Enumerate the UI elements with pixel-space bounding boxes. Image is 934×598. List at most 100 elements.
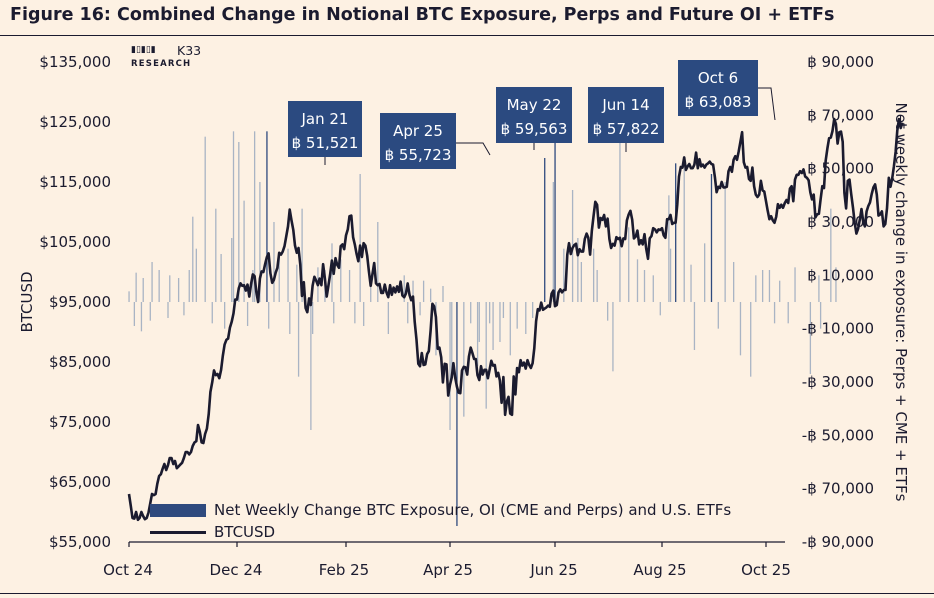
- exposure-bar: [830, 208, 832, 302]
- annotation-box: [588, 87, 664, 143]
- exposure-bar: [195, 248, 197, 302]
- exposure-bar: [710, 174, 713, 302]
- exposure-bar: [704, 243, 706, 302]
- exposure-bar: [739, 302, 742, 356]
- exposure-bar: [268, 302, 270, 329]
- y-right-tick-label: ฿ 90,000: [807, 53, 874, 71]
- y-left-axis-label: BTCUSD: [18, 271, 36, 332]
- exposure-bar: [449, 302, 451, 430]
- legend-label-line: BTCUSD: [214, 523, 276, 541]
- exposure-bar: [188, 270, 190, 302]
- exposure-bar: [278, 254, 280, 302]
- exposure-bar: [488, 302, 491, 324]
- y-right-tick-label: ฿ 50,000: [807, 160, 874, 178]
- chart-title: Figure 16: Combined Change in Notional B…: [10, 5, 835, 25]
- exposure-bar: [370, 275, 372, 302]
- exposure-bar: [580, 262, 583, 302]
- exposure-bar: [835, 267, 837, 302]
- exposure-bar: [142, 278, 144, 302]
- exposure-bar: [419, 302, 421, 316]
- exposure-bar: [220, 254, 222, 302]
- exposure-bar: [470, 302, 472, 324]
- exposure-bar: [422, 280, 425, 302]
- exposure-bar: [516, 302, 518, 329]
- exposure-bar: [169, 275, 171, 302]
- y-right-tick-label: -฿ 30,000: [802, 373, 874, 391]
- btcusd-line: [127, 117, 904, 522]
- exposure-bar: [128, 291, 130, 302]
- y-right-tick-label: -฿ 10,000: [802, 320, 874, 338]
- exposure-bar: [552, 182, 554, 302]
- legend-item-line: BTCUSD: [150, 521, 731, 543]
- annotation-box: [496, 87, 572, 143]
- annotation-date: Jun 14: [601, 96, 649, 114]
- exposure-bar: [296, 264, 298, 302]
- y-left-tick-label: $125,000: [39, 113, 111, 131]
- exposure-bar: [231, 238, 233, 302]
- exposure-bar: [787, 302, 789, 324]
- exposure-bar: [779, 280, 781, 302]
- y-left-tick-label: $105,000: [39, 233, 111, 251]
- exposure-bar: [809, 302, 812, 374]
- exposure-bar: [363, 302, 365, 326]
- exposure-bar: [451, 302, 453, 372]
- exposure-bar: [643, 270, 646, 302]
- x-tick-label: Apr 25: [423, 561, 473, 579]
- exposure-bar: [636, 259, 639, 302]
- exposure-bar: [628, 227, 630, 302]
- annotation-value: ฿ 51,521: [292, 134, 359, 152]
- exposure-bar: [544, 158, 546, 302]
- annotation-date: May 22: [507, 96, 562, 114]
- exposure-bar: [243, 200, 245, 302]
- exposure-bar: [818, 275, 820, 302]
- exposure-bar: [273, 222, 275, 302]
- y-right-tick-label: -฿ 70,000: [802, 480, 874, 498]
- exposure-bar: [485, 302, 487, 409]
- exposure-bar: [297, 302, 300, 377]
- y-left-tick-label: $135,000: [39, 53, 111, 71]
- exposure-bar: [554, 136, 556, 302]
- annotation-box: [380, 113, 456, 169]
- annotation-box: [288, 101, 362, 157]
- exposure-bar: [331, 243, 333, 302]
- exposure-bar: [478, 302, 480, 342]
- exposure-bar: [287, 248, 289, 302]
- exposure-bar: [577, 238, 579, 302]
- exposure-bar: [509, 302, 511, 356]
- exposure-bar: [167, 302, 169, 318]
- x-tick-label: Aug 25: [633, 561, 686, 579]
- exposure-bar: [596, 270, 598, 302]
- exposure-bar: [659, 302, 661, 316]
- annotation-value: ฿ 55,723: [385, 146, 452, 164]
- legend-label-bars: Net Weekly Change BTC Exposure, OI (CME …: [214, 501, 732, 519]
- annotation-value: ฿ 63,083: [685, 93, 752, 111]
- exposure-bar: [693, 302, 696, 350]
- exposure-bar: [232, 131, 235, 302]
- exposure-bar: [612, 302, 614, 372]
- exposure-bar: [238, 142, 240, 302]
- exposure-bar: [158, 270, 160, 302]
- exposure-bar: [310, 302, 312, 430]
- legend-swatch-line: [150, 530, 206, 534]
- exposure-bar: [690, 264, 692, 302]
- y-left-tick-label: $65,000: [49, 473, 111, 491]
- footer-divider: [0, 593, 934, 594]
- exposure-bar: [354, 302, 356, 324]
- annotation-date: Jan 21: [301, 110, 349, 128]
- y-right-tick-label: -฿ 90,000: [802, 533, 874, 551]
- brand-sub: RESEARCH: [131, 59, 192, 69]
- exposure-bar: [502, 302, 505, 318]
- exposure-bar: [607, 302, 609, 321]
- exposure-bar: [183, 302, 185, 316]
- y-right-ticks: -฿ 90,000 -฿ 70,000 -฿ 50,000 -฿ 30,000 -฿ 1…: [802, 53, 874, 551]
- exposure-bar: [761, 270, 764, 302]
- exposure-bar: [717, 302, 719, 329]
- exposure-bar: [348, 270, 351, 302]
- exposure-bar: [456, 302, 458, 526]
- y-left-tick-label: $95,000: [49, 293, 111, 311]
- exposure-bar: [252, 270, 254, 302]
- exposure-bar: [463, 302, 465, 417]
- exposure-bar: [442, 286, 444, 302]
- exposure-bar: [733, 262, 735, 302]
